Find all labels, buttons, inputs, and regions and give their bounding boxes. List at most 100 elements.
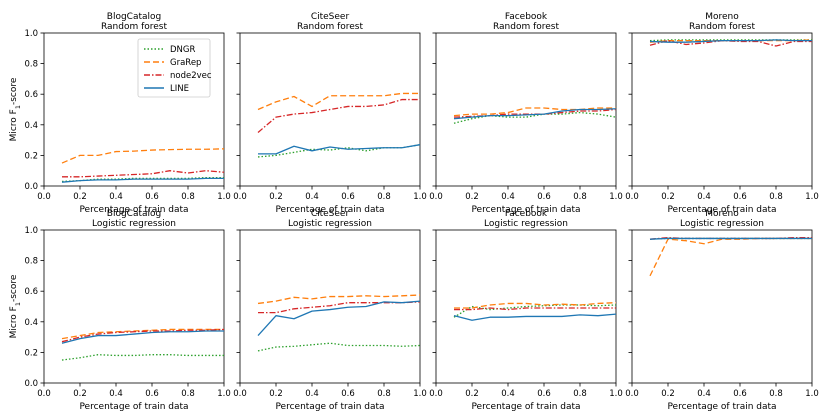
x-tick-label: 0.4: [109, 389, 123, 399]
panel-title-dataset: Moreno: [705, 12, 739, 22]
panel-title-classifier: Logistic regression: [484, 219, 568, 229]
x-tick-label: 0.2: [269, 192, 283, 202]
series-line-line: [649, 39, 812, 43]
x-tick-label: 1.0: [805, 389, 819, 399]
x-tick-label: 0.2: [465, 192, 479, 202]
plot-frame: [239, 32, 421, 187]
x-axis-label: Percentage of train data: [471, 402, 580, 412]
y-tick-label: 0.8: [24, 60, 38, 70]
x-tick-label: 0.0: [37, 389, 51, 399]
plot-frame: [435, 229, 617, 384]
legend-label-node2vec: node2vec: [170, 71, 212, 81]
x-tick-label: 0.8: [769, 192, 783, 202]
series-line-dngr: [649, 39, 812, 42]
x-axis-label: Percentage of train data: [667, 205, 776, 215]
x-tick-label: 0.4: [305, 192, 319, 202]
series-line-line: [453, 313, 617, 321]
x-tick-label: 0.0: [625, 389, 639, 399]
x-tick-label: 0.6: [733, 389, 747, 399]
x-tick-label: 0.0: [233, 389, 247, 399]
x-tick-label: 0.0: [429, 192, 443, 202]
series-line-grarep: [61, 328, 224, 340]
x-tick-label: 0.2: [465, 389, 479, 399]
y-tick-label: 1.0: [24, 29, 38, 39]
panel-title-dataset: CiteSeer: [311, 209, 350, 219]
x-tick-label: 0.4: [501, 192, 515, 202]
panel-title-classifier: Random forest: [493, 22, 560, 32]
series-line-line: [61, 177, 224, 183]
x-tick-label: 1.0: [217, 192, 231, 202]
series-line-grarep: [454, 302, 617, 309]
x-tick-label: 1.0: [217, 389, 231, 399]
plot-frame: [631, 32, 813, 187]
x-tick-label: 1.0: [609, 389, 623, 399]
panel-title-dataset: Facebook: [505, 12, 548, 22]
x-axis-label: Percentage of train data: [471, 205, 580, 215]
series-line-node2vec: [454, 307, 616, 311]
x-tick-label: 0.0: [37, 192, 51, 202]
series-line-line: [257, 300, 421, 337]
x-tick-label: 1.0: [413, 192, 427, 202]
x-tick-label: 0.6: [537, 192, 551, 202]
panel-title-classifier: Random forest: [297, 22, 364, 32]
series-line-dngr: [453, 304, 617, 318]
series-line-grarep: [61, 148, 225, 164]
panel-title-classifier: Random forest: [101, 22, 168, 32]
y-tick-label: 0.4: [24, 121, 38, 131]
series-line-node2vec: [649, 40, 812, 47]
y-axis-label-subscript: 1: [14, 302, 22, 306]
x-axis-label: Percentage of train data: [275, 402, 384, 412]
series-line-grarep: [257, 294, 421, 305]
x-tick-label: 0.8: [573, 389, 587, 399]
panel-title-dataset: Facebook: [505, 209, 548, 219]
panel-title-classifier: Logistic regression: [92, 219, 176, 229]
y-tick-label: 0.8: [24, 257, 38, 267]
x-tick-label: 0.4: [697, 192, 711, 202]
x-axis-label: Percentage of train data: [79, 402, 188, 412]
series-line-grarep: [649, 237, 812, 277]
plot-frame: [239, 229, 421, 384]
series-line-line: [258, 144, 421, 155]
x-axis-label: Percentage of train data: [667, 402, 776, 412]
x-tick-label: 1.0: [805, 192, 819, 202]
x-tick-label: 0.2: [661, 192, 675, 202]
x-tick-label: 0.8: [377, 192, 391, 202]
plot-frame: [43, 32, 225, 187]
series-line-grarep: [257, 92, 420, 111]
x-tick-label: 0.8: [181, 389, 195, 399]
x-tick-label: 0.8: [769, 389, 783, 399]
x-tick-label: 0.6: [145, 192, 159, 202]
panel-title-classifier: Random forest: [689, 22, 756, 32]
panel-title-dataset: BlogCatalog: [107, 12, 161, 22]
series-line-dngr: [61, 354, 224, 361]
x-tick-label: 0.2: [269, 389, 283, 399]
x-tick-label: 0.6: [341, 192, 355, 202]
x-tick-label: 0.0: [429, 389, 443, 399]
y-axis-label-subscript: 1: [14, 105, 22, 109]
y-tick-label: 0.0: [24, 182, 38, 192]
y-tick-label: 0.6: [24, 90, 38, 100]
x-axis-label: Percentage of train data: [79, 205, 188, 215]
legend: DNGR GraRep node2vec LINE: [137, 38, 212, 98]
y-axis-label: Micro F1-score: [9, 274, 22, 338]
series-line-dngr: [257, 144, 421, 158]
x-tick-label: 0.4: [109, 192, 123, 202]
series-line-dngr: [257, 342, 421, 352]
series-line-line: [61, 330, 224, 344]
y-tick-label: 0.4: [24, 318, 38, 328]
x-tick-label: 0.6: [145, 389, 159, 399]
panel-title-dataset: BlogCatalog: [107, 209, 161, 219]
series-line-dngr: [61, 176, 224, 183]
x-tick-label: 1.0: [609, 192, 623, 202]
panel-title-classifier: Logistic regression: [680, 219, 764, 229]
x-tick-label: 0.4: [697, 389, 711, 399]
x-tick-label: 0.2: [73, 192, 87, 202]
